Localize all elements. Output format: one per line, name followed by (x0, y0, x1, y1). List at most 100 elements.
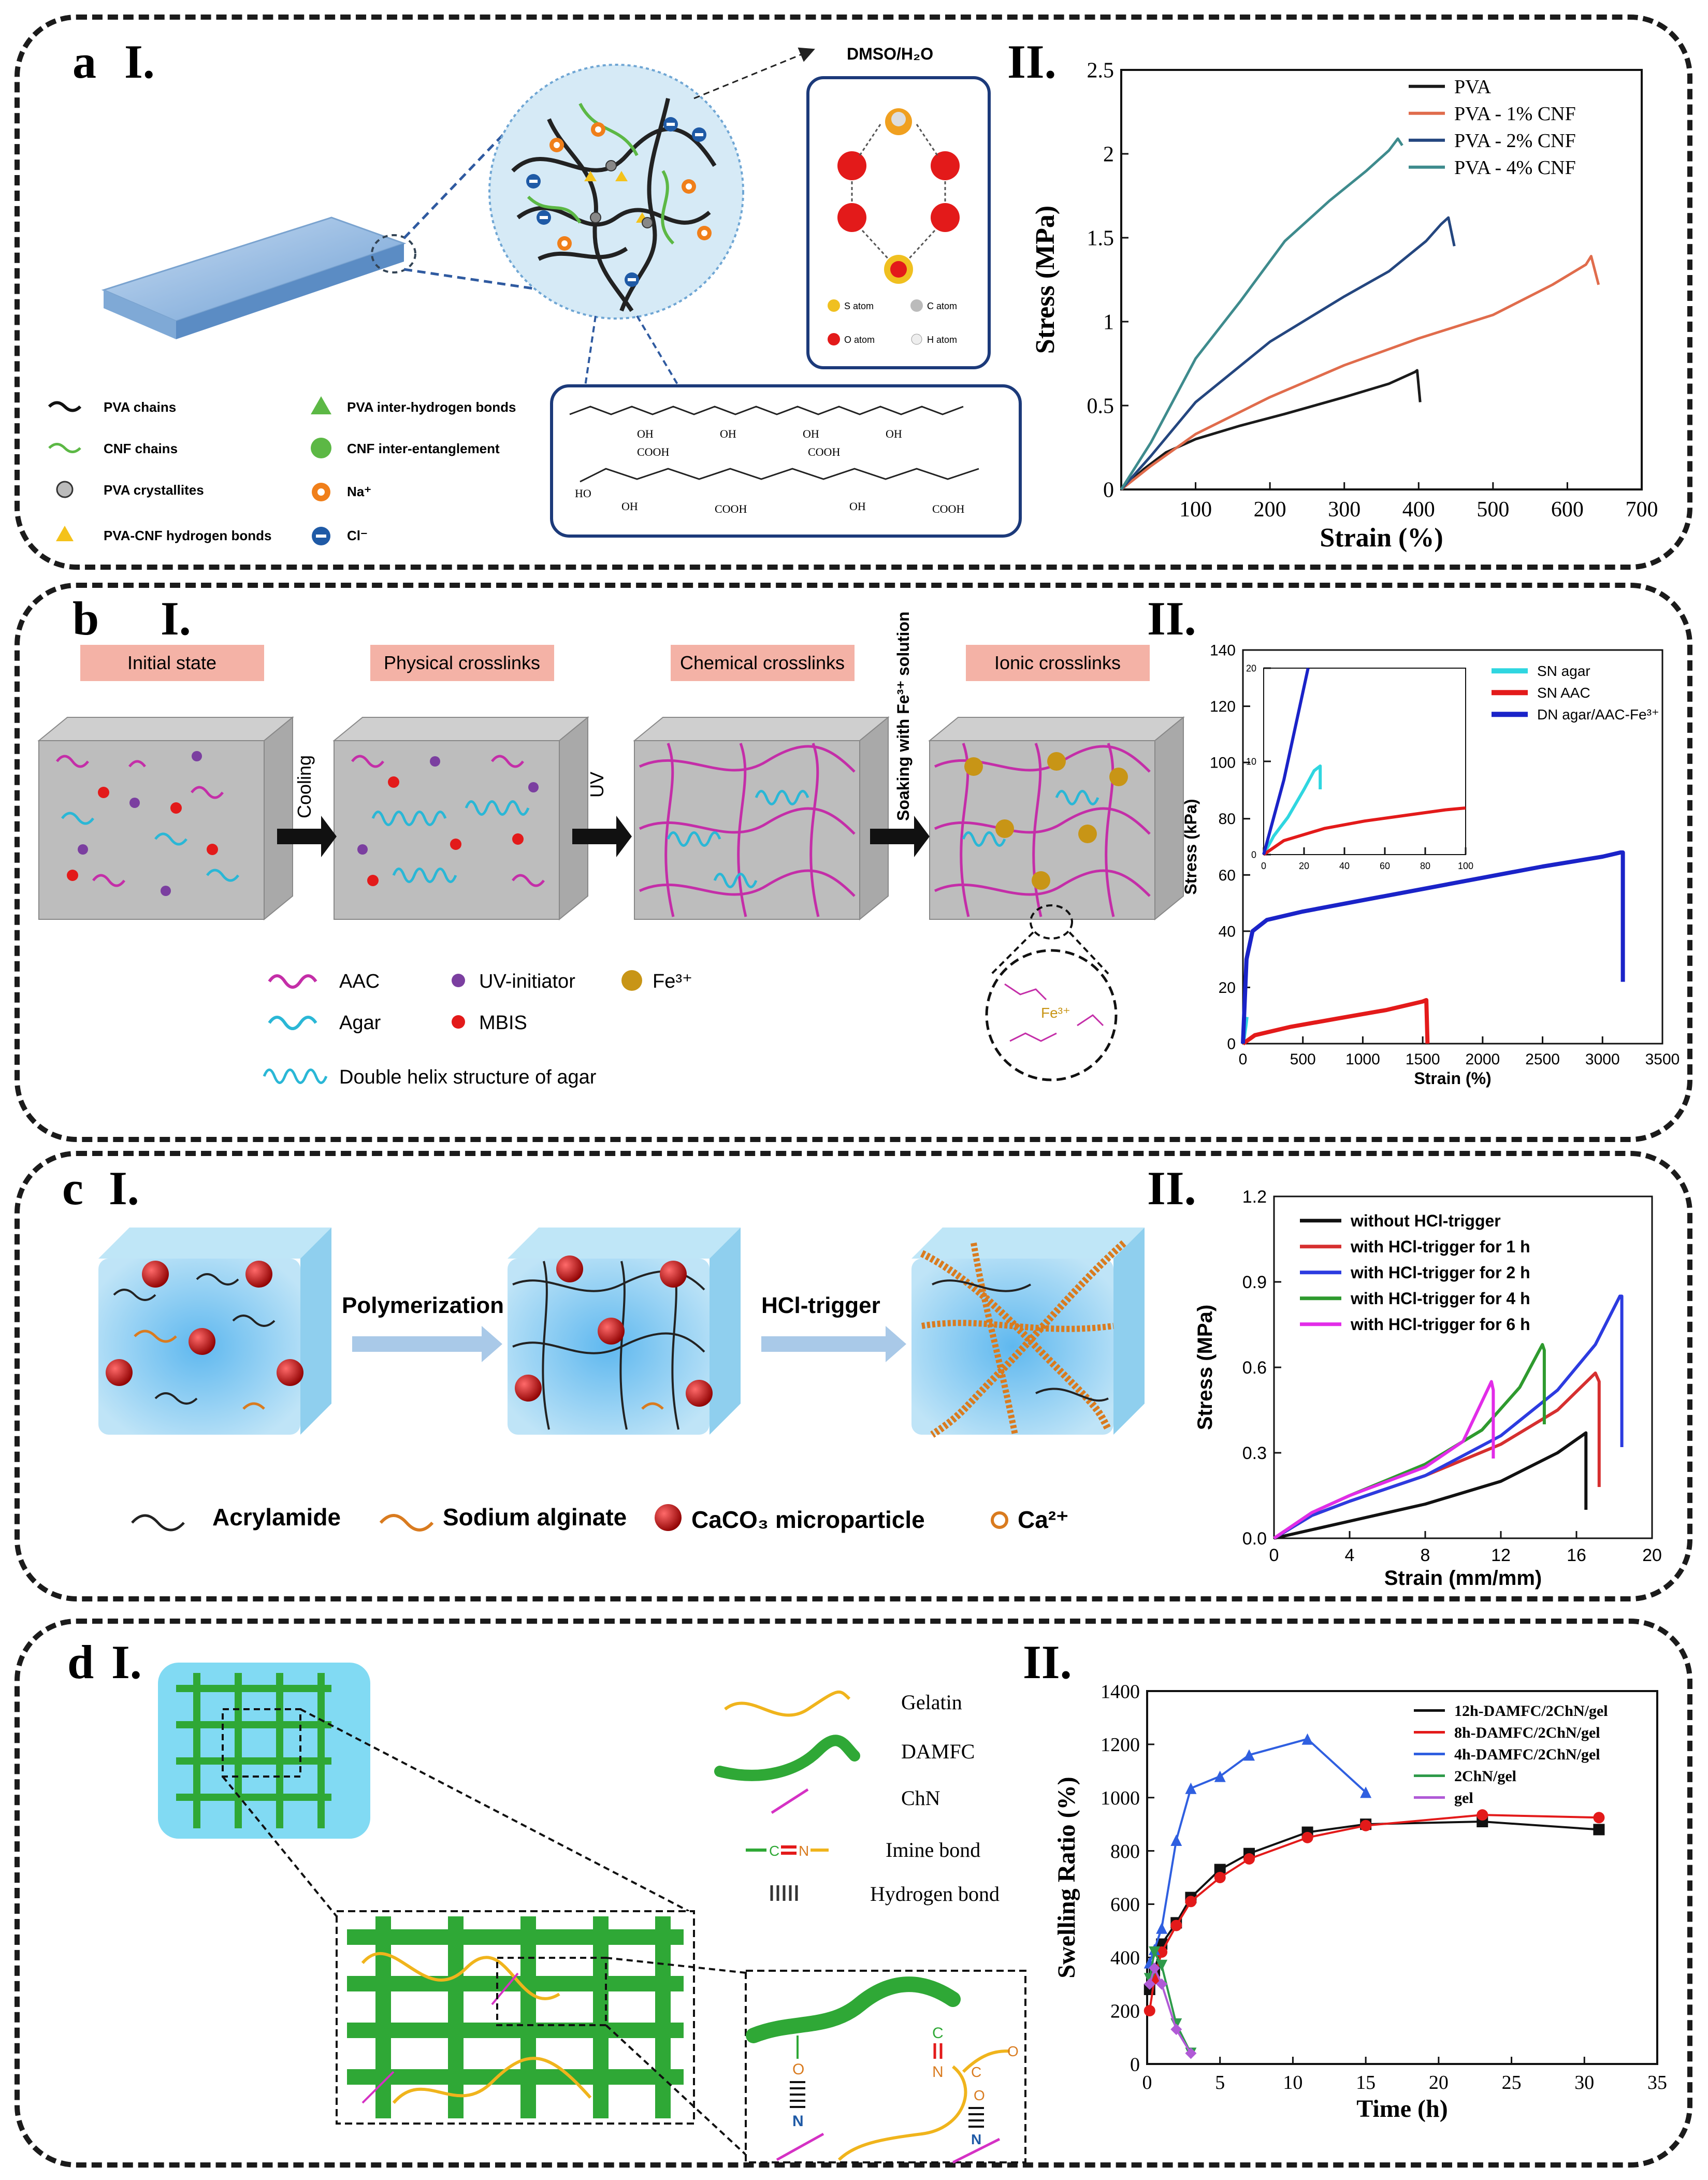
cube-ionic (928, 716, 1185, 921)
b-II-xtick-label: 1500 (1406, 1051, 1440, 1068)
chart-d-swelling: 0 5 10 15 20 25 30 35 0 200 400 600 800 1000 1200 1400 T… (1053, 1681, 1667, 2123)
a-II-xlabel: Strain (%) (1320, 523, 1443, 553)
legend-caco3: CaCO₃ microparticle (691, 1506, 925, 1533)
d-II-series-2-point (1243, 1749, 1255, 1761)
c-II-legend-label-1: with HCl-trigger for 1 h (1350, 1237, 1530, 1256)
panel-a-sub2: II. (1007, 35, 1056, 88)
a-II-legend-label-0: PVA (1454, 76, 1492, 98)
a-II-series-1-line (1120, 255, 1600, 490)
atom-legend-s: S atom (844, 301, 874, 311)
b-II-xtick-label: 500 (1290, 1051, 1316, 1068)
panel-b-sub2: II. (1147, 592, 1196, 645)
arrow-uv (572, 816, 632, 857)
zoom-marker (371, 234, 416, 273)
chem-cooh-3: COOH (715, 502, 747, 515)
panel-d-sub2: II. (1023, 1636, 1072, 1688)
b-II-ytick-label: 0 (1227, 1036, 1236, 1053)
arrow-polymerization (352, 1326, 502, 1362)
d-II-legend-label-0: 12h-DAMFC/2ChN/gel (1454, 1702, 1608, 1720)
panel-a-frame (15, 15, 1692, 570)
d-II-xtick-label: 35 (1647, 2072, 1667, 2094)
legend-aac: AAC (339, 971, 380, 992)
a-II-ytick-label: 0.5 (1087, 395, 1114, 418)
legend-pva-chains: PVA chains (104, 399, 176, 415)
panel-b-letter: b (73, 592, 99, 645)
b-II-xtick-label: 2000 (1465, 1051, 1500, 1068)
d-II-series-4-point (1149, 1962, 1161, 1974)
chem-oh-1: OH (637, 427, 654, 440)
d-II-xtick-label: 5 (1215, 2072, 1225, 2094)
a-II-legend-label-2: PVA - 2% CNF (1454, 130, 1576, 152)
d-II-ylabel: Swelling Ratio (%) (1053, 1777, 1080, 1978)
solvent-label: DMSO/H₂O (847, 45, 933, 63)
chem-ho-1: HO (575, 487, 591, 500)
cube-chemical (633, 716, 890, 921)
b-II-inset-xtick-label: 60 (1380, 861, 1390, 871)
atom-c-1: C (932, 2025, 944, 2042)
hydrogel-slab (101, 216, 407, 339)
d-II-series-1-point (1243, 1853, 1255, 1865)
b-II-ytick-label: 140 (1210, 642, 1236, 659)
d-II-ytick-label: 1200 (1101, 1734, 1140, 1756)
legend-double-helix: Double helix structure of agar (339, 1066, 597, 1088)
panel-a-legend: PVA chains CNF chains PVA crystallites P… (48, 396, 516, 545)
c-II-xtick-label: 12 (1491, 1546, 1511, 1565)
stage-label-bg-1 (80, 645, 264, 681)
d-II-series-0-point (1214, 1864, 1226, 1875)
arrow-label-soaking: Soaking with Fe³⁺ solution (894, 612, 913, 821)
d-II-xtick-label: 30 (1574, 2072, 1594, 2094)
chem-oh-3: OH (803, 427, 819, 440)
a-II-ylabel: Stress (MPa) (1031, 206, 1060, 354)
chem-oh-4: OH (886, 427, 902, 440)
d-II-series-4-point (1170, 2024, 1182, 2035)
chem-cooh-4: COOH (932, 502, 964, 515)
c-II-legend-label-3: with HCl-trigger for 4 h (1350, 1289, 1530, 1308)
panel-d: d I. II. O N (67, 1636, 1667, 2164)
b-II-ytick-label: 120 (1210, 698, 1236, 715)
a-II-xtick-label: 500 (1477, 498, 1509, 522)
chem-cooh-2: COOH (808, 445, 840, 458)
d-II-series-2-point (1156, 1922, 1168, 1934)
b-II-inset-xtick-label: 40 (1339, 861, 1350, 871)
atom-c-2: C (971, 2064, 981, 2080)
legend-pva-crystallites: PVA crystallites (104, 482, 204, 498)
panel-a-letter: a (73, 35, 96, 88)
c-II-xtick-label: 8 (1421, 1546, 1430, 1565)
c-II-series-0-line (1273, 1431, 1588, 1540)
panel-c-frame (15, 1151, 1692, 1601)
atom-o-1: O (792, 2061, 804, 2078)
a-II-frame (1120, 69, 1643, 490)
atom-legend-c: C atom (927, 301, 957, 311)
legend-cl: Cl⁻ (347, 528, 368, 543)
c-II-xtick-label: 16 (1567, 1546, 1586, 1565)
c-II-xtick-label: 4 (1345, 1546, 1355, 1565)
b-II-inset-series-1-line (1263, 806, 1466, 856)
c-II-legend-label-2: with HCl-trigger for 2 h (1350, 1263, 1530, 1282)
legend-hydrogen-bond: Hydrogen bond (870, 1882, 1000, 1905)
panel-d-frame (15, 1619, 1692, 2168)
panel-d-legend: Gelatin DAMFC ChN C N Imine bond Hydroge… (714, 1691, 1000, 1905)
legend-gelatin: Gelatin (901, 1691, 962, 1714)
cube-physical (332, 716, 589, 921)
a-II-xtick-label: 700 (1626, 498, 1658, 522)
atom-n-2: N (932, 2063, 944, 2081)
legend-agar: Agar (339, 1012, 381, 1034)
d-II-series-1-point (1477, 1809, 1488, 1821)
b-II-inset-ytick-label: 20 (1246, 663, 1256, 673)
d-II-ytick-label: 1400 (1101, 1681, 1140, 1702)
arrow-label-uv: UV (586, 772, 607, 798)
scaffold-small (158, 1663, 370, 1839)
d-II-xlabel: Time (h) (1356, 2095, 1448, 2123)
panel-c-sub1: I. (109, 1162, 139, 1215)
d-II-series-2-point (1214, 1770, 1226, 1782)
b-II-ytick-label: 40 (1219, 923, 1236, 940)
b-II-xtick-label: 0 (1239, 1051, 1248, 1068)
arrow-soaking (870, 816, 930, 857)
d-II-series-2-point (1170, 1835, 1182, 1846)
b-II-legend-label-1: SN AAC (1537, 685, 1590, 701)
b-II-inset-series-0-line (1262, 764, 1322, 856)
chart-c-stress-strain: 0 4 8 12 16 20 0.0 0.3 0.6 0.9 1.2 Strain (mm/mm) St… (1194, 1187, 1662, 1590)
arrow-hcl-trigger (761, 1326, 906, 1362)
atom-n-3: N (971, 2131, 981, 2147)
d-II-xtick-label: 20 (1429, 2072, 1449, 2094)
